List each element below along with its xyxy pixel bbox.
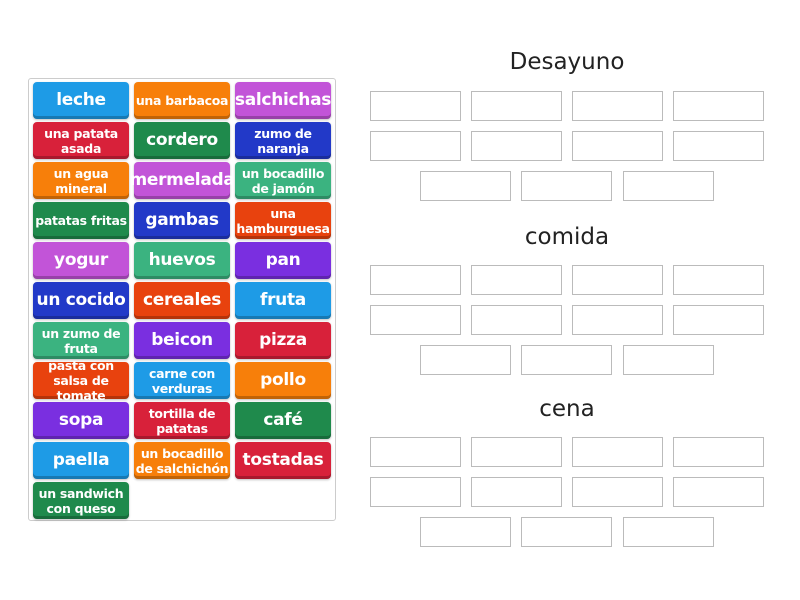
drop-slot[interactable] [370, 131, 461, 161]
draggable-tile[interactable]: café [235, 402, 331, 439]
draggable-tile[interactable]: pizza [235, 322, 331, 359]
drop-slot[interactable] [673, 477, 764, 507]
group-title: cena [539, 396, 595, 422]
drop-slot[interactable] [471, 91, 562, 121]
drop-slot[interactable] [572, 131, 663, 161]
drop-slot[interactable] [471, 305, 562, 335]
drop-slot[interactable] [673, 305, 764, 335]
drop-slot[interactable] [673, 91, 764, 121]
group-title: Desayuno [509, 49, 625, 75]
draggable-tile[interactable]: un sandwich con queso [33, 482, 129, 519]
draggable-tile[interactable]: carne con verduras [134, 362, 230, 399]
drop-slot[interactable] [572, 477, 663, 507]
drop-slot[interactable] [623, 171, 714, 201]
draggable-tile[interactable]: tortilla de patatas [134, 402, 230, 439]
drop-slot[interactable] [521, 171, 612, 201]
draggable-tile[interactable]: una barbacoa [134, 82, 230, 119]
draggable-tile[interactable]: sopa [33, 402, 129, 439]
draggable-tile[interactable]: salchichas [235, 82, 331, 119]
drop-slot[interactable] [420, 345, 511, 375]
draggable-tile[interactable]: un bocadillo de jamón [235, 162, 331, 199]
draggable-tile[interactable]: patatas fritas [33, 202, 129, 239]
draggable-tile[interactable]: un zumo de fruta [33, 322, 129, 359]
drop-slot[interactable] [471, 131, 562, 161]
draggable-tile[interactable]: beicon [134, 322, 230, 359]
draggable-tile[interactable]: pan [235, 242, 331, 279]
drop-slot[interactable] [471, 265, 562, 295]
drop-slot[interactable] [572, 91, 663, 121]
draggable-tile[interactable]: gambas [134, 202, 230, 239]
drop-slot[interactable] [572, 305, 663, 335]
draggable-tile[interactable]: pollo [235, 362, 331, 399]
drop-slot[interactable] [521, 517, 612, 547]
draggable-tile[interactable]: leche [33, 82, 129, 119]
drop-slot[interactable] [370, 265, 461, 295]
drop-slot[interactable] [673, 437, 764, 467]
draggable-tile[interactable]: mermelada [129, 162, 235, 199]
group-title: comida [524, 224, 610, 250]
draggable-tile[interactable]: un cocido [33, 282, 129, 319]
drop-slot[interactable] [572, 437, 663, 467]
drop-slot[interactable] [370, 305, 461, 335]
drop-slot[interactable] [623, 517, 714, 547]
drop-slot[interactable] [370, 91, 461, 121]
drop-slot[interactable] [370, 477, 461, 507]
draggable-tile[interactable]: un bocadillo de salchichón [134, 442, 230, 479]
draggable-tile[interactable]: paella [33, 442, 129, 479]
draggable-tile[interactable]: una hamburguesa [235, 202, 331, 239]
drop-slot[interactable] [673, 131, 764, 161]
drop-slot[interactable] [521, 345, 612, 375]
draggable-tile[interactable]: cordero [134, 122, 230, 159]
drop-slot[interactable] [572, 265, 663, 295]
draggable-tile[interactable]: fruta [235, 282, 331, 319]
draggable-tile[interactable]: un agua mineral [33, 162, 129, 199]
drop-slot[interactable] [420, 171, 511, 201]
drop-slot[interactable] [673, 265, 764, 295]
drop-slot[interactable] [471, 437, 562, 467]
draggable-tile[interactable]: zumo de naranja [235, 122, 331, 159]
draggable-tile[interactable]: una patata asada [33, 122, 129, 159]
drop-slot[interactable] [370, 437, 461, 467]
draggable-tile[interactable]: cereales [134, 282, 230, 319]
drop-slot[interactable] [623, 345, 714, 375]
draggable-tile[interactable]: pasta con salsa de tomate [33, 358, 129, 403]
draggable-tile[interactable]: huevos [134, 242, 230, 279]
tile-bank [28, 78, 336, 521]
draggable-tile[interactable]: yogur [33, 242, 129, 279]
drop-slot[interactable] [471, 477, 562, 507]
drop-slot[interactable] [420, 517, 511, 547]
draggable-tile[interactable]: tostadas [235, 442, 331, 479]
